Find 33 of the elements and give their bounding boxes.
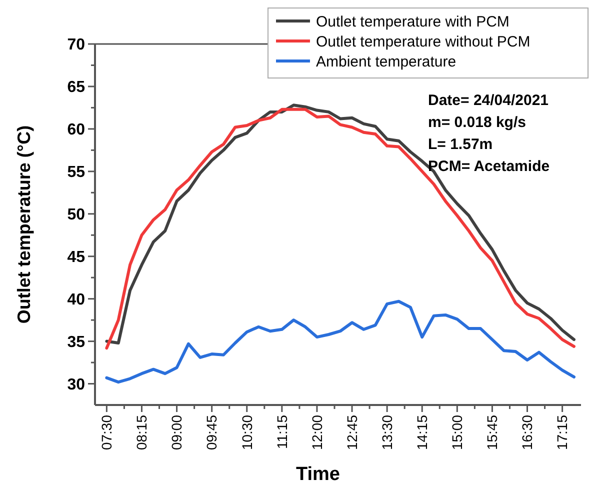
x-tick-label: 09:00 [168,414,185,450]
y-tick-label: 35 [67,334,86,351]
x-tick-label: 15:45 [484,414,500,450]
x-tick-label: 12:45 [344,414,360,450]
x-tick-label: 12:00 [308,414,325,450]
x-tick-label: 13:30 [378,414,395,450]
x-tick-label: 07:30 [98,414,115,450]
legend-label: Ambient temperature [316,53,456,70]
y-tick-label: 60 [67,122,86,139]
y-tick-label: 45 [67,248,86,266]
x-tick-label: 10:30 [238,414,255,450]
y-tick-label: 30 [67,376,86,394]
y-tick-label: 70 [67,36,86,54]
x-tick-label: 08:15 [134,414,150,450]
y-tick-label: 50 [67,206,86,224]
x-tick-label: 14:15 [414,414,430,450]
y-tick-label: 40 [67,291,86,308]
y-tick-label: 55 [67,164,86,182]
x-tick-label: 16:30 [519,414,536,450]
x-tick-label: 09:45 [204,414,220,450]
legend-label: Outlet temperature without PCM [316,33,530,50]
y-axis-title: Outlet temperature (°C) [14,125,34,324]
y-tick-label: 65 [67,79,86,96]
legend-label: Outlet temperature with PCM [316,13,510,30]
annotation: L= 1.57m [428,136,493,153]
x-tick-label: 17:15 [554,414,570,450]
annotation: PCM= Acetamide [428,158,550,175]
annotation: m= 0.018 kg/s [428,114,526,131]
x-tick-label: 15:00 [449,414,466,450]
x-axis-title: Time [296,464,340,485]
line-series [105,300,576,384]
annotation: Date= 24/04/2021 [428,92,549,109]
x-tick-label: 11:15 [274,414,290,449]
